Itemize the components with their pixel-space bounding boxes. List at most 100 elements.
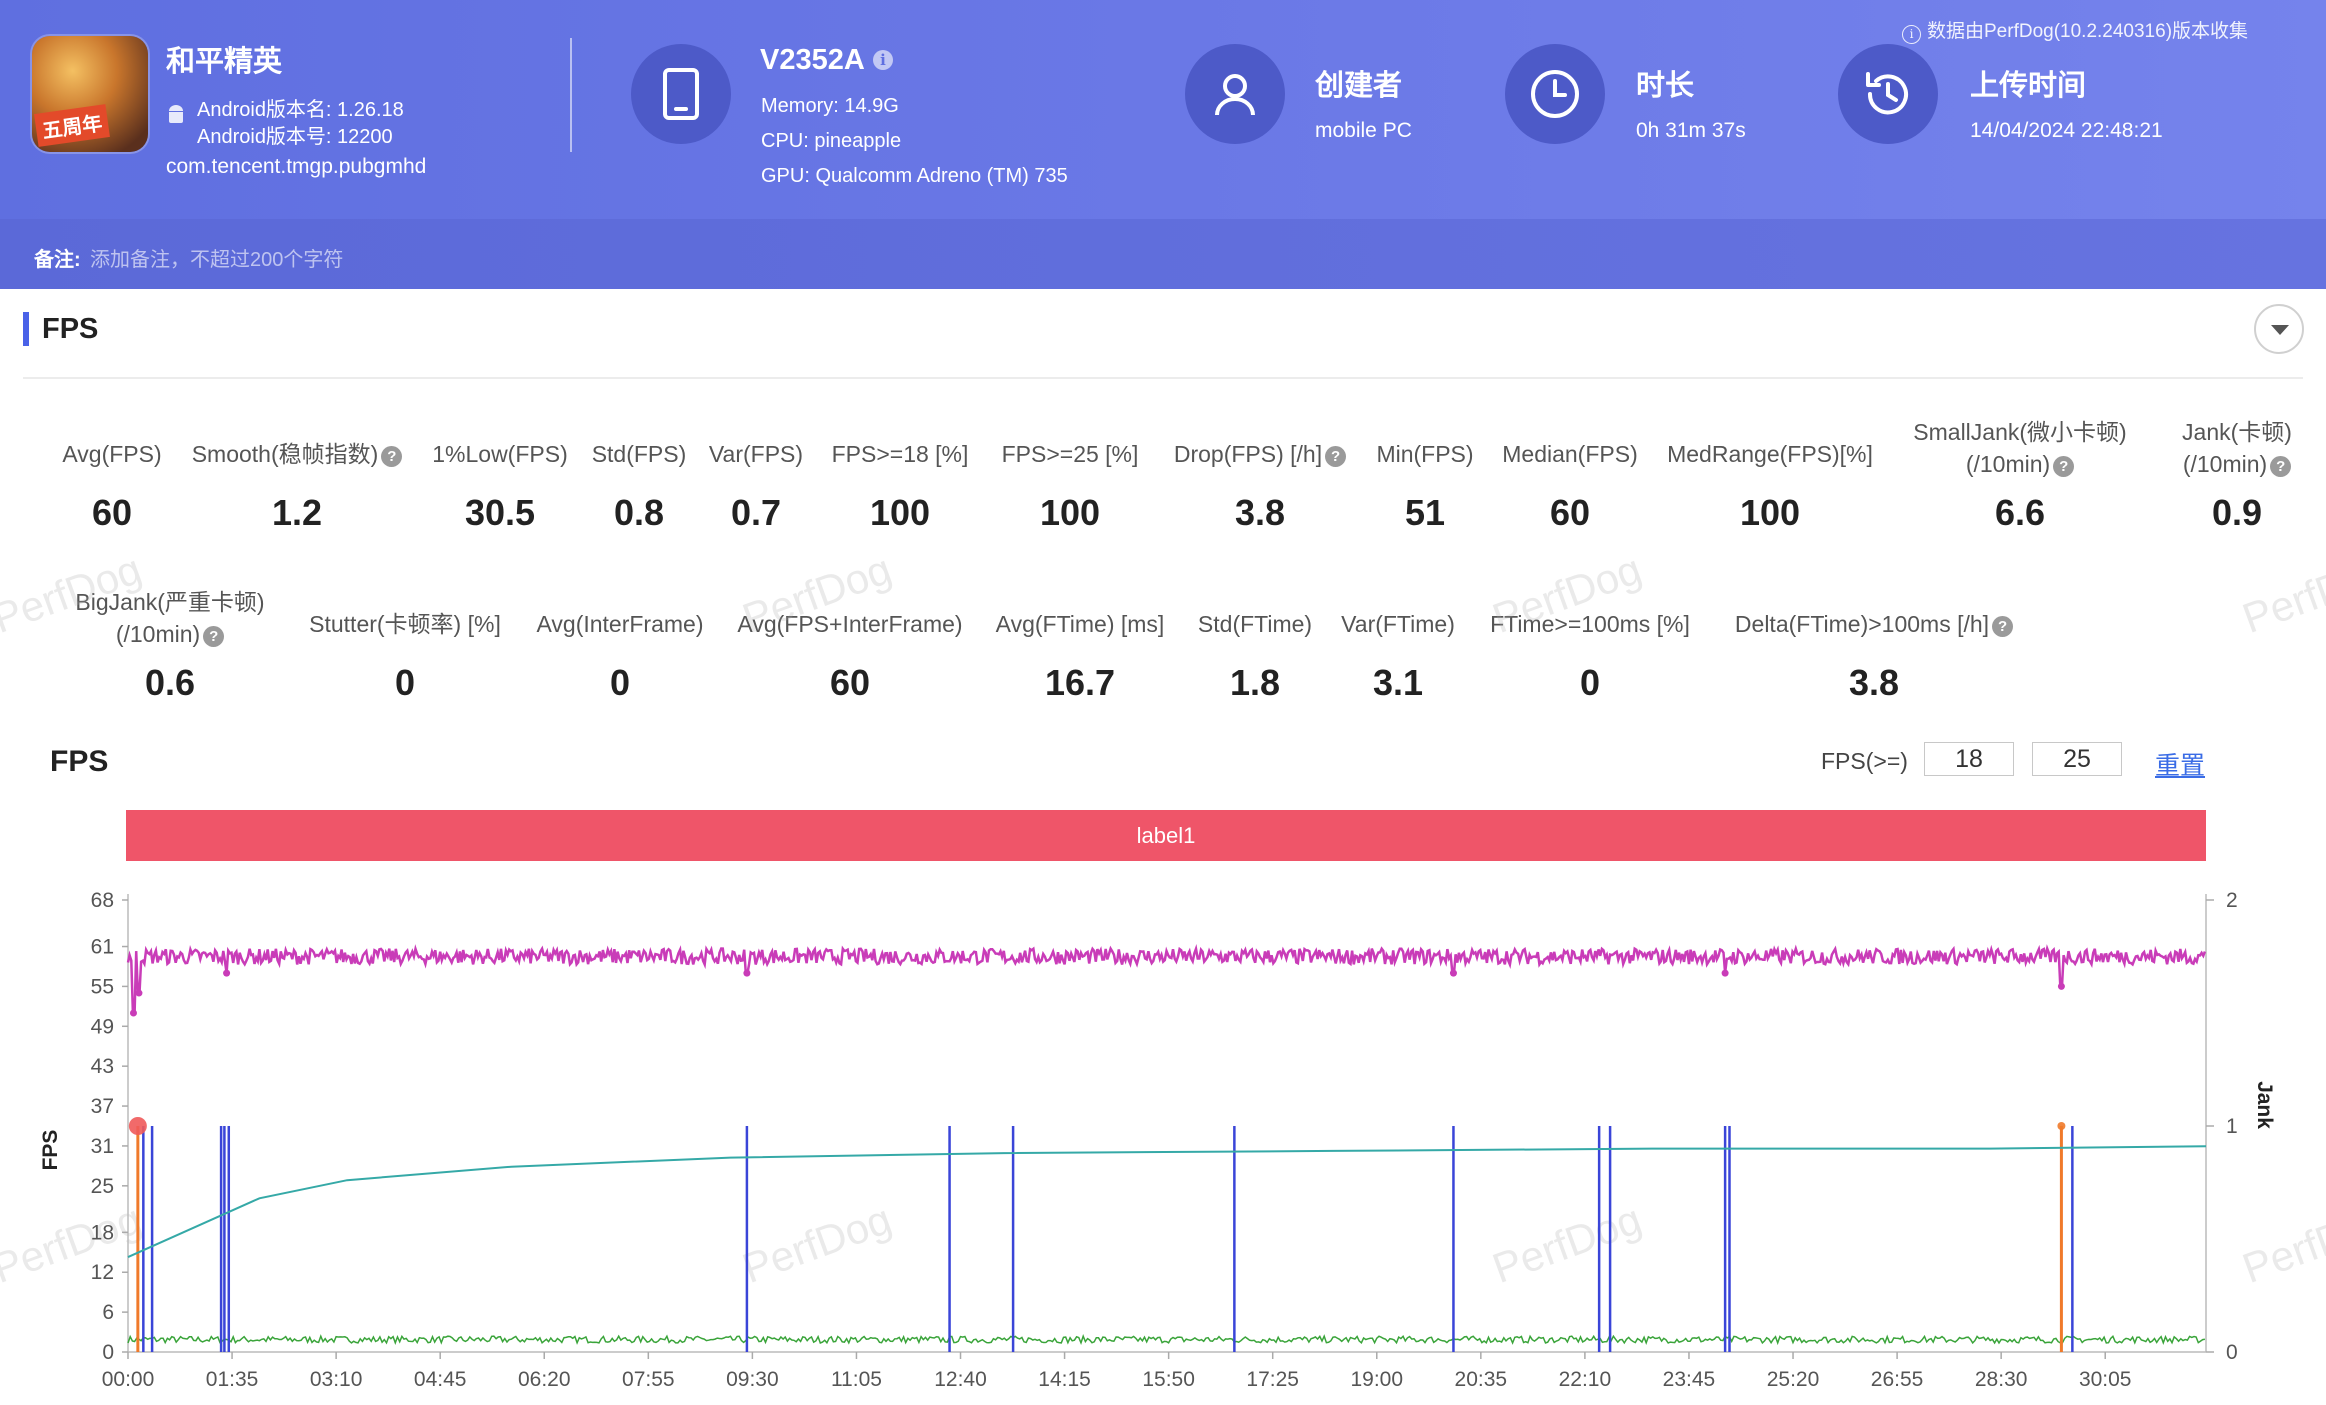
collect-note-text: 数据由PerfDog(10.2.240316)版本收集 <box>1927 21 2249 42</box>
fps-threshold-1-input[interactable] <box>1924 742 2014 776</box>
help-icon[interactable]: ? <box>1992 616 2014 637</box>
help-icon[interactable]: ? <box>1325 446 1347 467</box>
stat-label: Avg(FPS+InterFrame) <box>690 608 1010 640</box>
x-tick-label: 30:05 <box>2079 1368 2132 1391</box>
stat-3-stats_row1: Std(FPS) 0.8 <box>479 438 799 533</box>
stat-label: Var(FPS) <box>596 438 916 470</box>
stat-value: 0.9 <box>2211 492 2263 533</box>
reset-link[interactable]: 重置 <box>2155 752 2206 780</box>
stat-value: 3.1 <box>1372 662 1424 703</box>
stat-label-text: FPS>=25 [%] <box>1001 441 1139 467</box>
stat-6-stats_row2: Var(FTime) 3.1 <box>1238 608 1558 703</box>
stat-value: 60 <box>91 492 133 533</box>
collapse-toggle-button[interactable] <box>2254 304 2304 354</box>
stat-label-text: Smooth(稳帧指数) <box>191 441 379 467</box>
stat-label-text: Delta(FTime)>100ms [/h] <box>1734 611 1990 637</box>
android-version-code: Android版本号: 12200 <box>197 126 393 148</box>
package-name: com.tencent.tmgp.pubgmhd <box>166 155 427 178</box>
y2-tick-label: 2 <box>2226 889 2238 912</box>
x-tick-label: 20:35 <box>1455 1368 1508 1391</box>
stat-11-stats_row1: SmallJank(微小卡顿) (/10min)? 6.6 <box>1860 416 2180 533</box>
fps-threshold-label: FPS(>=) <box>1821 748 1908 774</box>
stat-value: 3.8 <box>1234 492 1286 533</box>
x-tick-label: 11:05 <box>831 1368 882 1391</box>
x-tick-label: 01:35 <box>206 1368 259 1391</box>
stat-8-stats_row2: Delta(FTime)>100ms [/h]? 3.8 <box>1714 608 2034 703</box>
stat-value: 51 <box>1404 492 1446 533</box>
stat-label-unit: (/10min) <box>115 621 201 647</box>
remark-input[interactable]: 添加备注，不超过200个字符 <box>90 249 344 271</box>
stat-label-text: Avg(FTime) [ms] <box>995 611 1165 637</box>
stat-1-stats_row1: Smooth(稳帧指数)? 1.2 <box>137 438 457 533</box>
x-tick-label: 19:00 <box>1350 1368 1403 1391</box>
stat-label: FTime>=100ms [%] <box>1430 608 1750 640</box>
y-tick-label: 12 <box>91 1261 114 1284</box>
upload-icon <box>1838 44 1938 144</box>
stat-label-text: BigJank(严重卡顿) <box>75 589 265 615</box>
android-icon <box>169 105 183 123</box>
section-title: FPS <box>42 313 99 345</box>
fps-dip-point <box>1721 969 1729 977</box>
stat-label: Std(FPS) <box>479 438 799 470</box>
stat-3-stats_row2: Avg(FPS+InterFrame) 60 <box>690 608 1010 703</box>
x-tick-label: 28:30 <box>1975 1368 2028 1391</box>
stat-label: Median(FPS) <box>1410 438 1730 470</box>
android-version-name: Android版本名: 1.26.18 <box>197 99 404 121</box>
help-icon[interactable]: ? <box>2053 456 2075 477</box>
smooth-series-line <box>127 1145 2207 1259</box>
help-icon[interactable]: ? <box>381 446 403 467</box>
help-icon[interactable]: ? <box>203 626 225 647</box>
help-icon[interactable]: ? <box>2270 456 2292 477</box>
stat-label: Avg(FPS) <box>0 438 272 470</box>
stat-4-stats_row1: Var(FPS) 0.7 <box>596 438 916 533</box>
stat-value: 30.5 <box>464 492 536 533</box>
label-bar[interactable]: label1 <box>126 810 2206 861</box>
y2-tick-label: 0 <box>2226 1341 2238 1364</box>
y2-axis-label: Jank <box>2253 1081 2276 1129</box>
section-divider <box>23 377 2303 379</box>
stat-value: 6.6 <box>1994 492 2046 533</box>
stat-label: Std(FTime) <box>1095 608 1415 640</box>
user-icon <box>1215 74 1255 116</box>
stat-1-stats_row2: Stutter(卡顿率) [%] 0 <box>245 608 565 703</box>
stat-label: FPS>=18 [%] <box>740 438 1060 470</box>
stat-label-text: Std(FPS) <box>591 441 687 467</box>
stat-label: Smooth(稳帧指数)? <box>137 438 457 470</box>
stat-9-stats_row1: Median(FPS) 60 <box>1410 438 1730 533</box>
y-tick-label: 31 <box>91 1135 114 1158</box>
x-tick-label: 14:15 <box>1038 1368 1091 1391</box>
stat-value: 100 <box>869 492 931 533</box>
stat-value: 100 <box>1039 492 1101 533</box>
x-tick-label: 12:40 <box>934 1368 987 1391</box>
stat-value: 0 <box>609 662 631 703</box>
section-accent <box>23 312 29 346</box>
stat-value: 1.2 <box>271 492 323 533</box>
stat-value: 0 <box>1579 662 1601 703</box>
app-name: 和平精英 <box>166 46 283 78</box>
remark-label: 备注: <box>34 249 81 271</box>
x-tick-label: 25:20 <box>1767 1368 1820 1391</box>
fps-dip-point <box>1449 969 1457 977</box>
stat-label-text: Drop(FPS) [/h] <box>1173 441 1323 467</box>
x-tick-label: 04:45 <box>414 1368 467 1391</box>
creator-title: 创建者 <box>1315 70 1403 102</box>
stat-label: 1%Low(FPS) <box>340 438 660 470</box>
bigjank-point <box>128 1117 147 1135</box>
stat-value: 0 <box>394 662 416 703</box>
stat-label-text: Avg(FPS) <box>62 441 162 467</box>
stat-value: 100 <box>1739 492 1801 533</box>
stat-label-text: Avg(FPS+InterFrame) <box>737 611 963 637</box>
fps-threshold-2-input[interactable] <box>2032 742 2122 776</box>
fps-series-line <box>126 943 2207 1015</box>
stat-value: 0.7 <box>730 492 782 533</box>
duration-title: 时长 <box>1636 70 1695 102</box>
y-tick-label: 25 <box>91 1175 114 1198</box>
device-cpu: CPU: pineapple <box>761 130 902 152</box>
stat-label: Avg(FTime) [ms] <box>920 608 1240 640</box>
stat-label-unit: (/10min) <box>1965 451 2051 477</box>
remark-bar <box>0 219 2326 289</box>
stat-label-text: Median(FPS) <box>1502 441 1638 467</box>
y2-tick-label: 1 <box>2226 1115 2238 1138</box>
fps-dip-point <box>223 969 231 977</box>
device-info-icon[interactable]: i <box>873 50 893 70</box>
